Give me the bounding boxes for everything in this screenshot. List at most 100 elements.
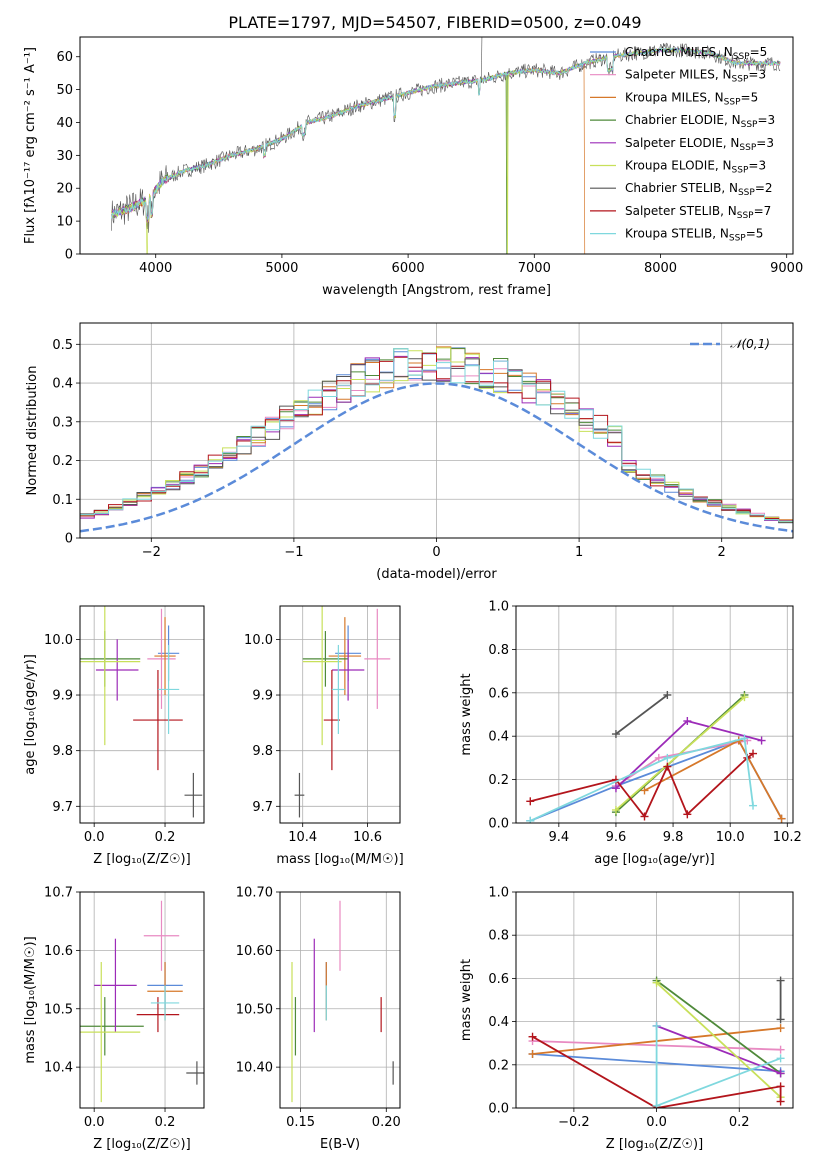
axes-frame: [515, 891, 794, 1109]
y-tick-label: 1.0: [488, 600, 509, 615]
x-axis-label: E(B-V): [320, 1137, 360, 1152]
plot-area: [80, 346, 793, 533]
x-tick-label: 10.0: [716, 830, 745, 845]
y-tick-label: 0.1: [52, 493, 73, 508]
y-axis-label: Normed distribution: [25, 366, 40, 496]
x-axis-label: Z [log₁₀(Z/Z☉)]: [93, 1137, 190, 1152]
y-tick-label: 9.7: [252, 800, 273, 815]
y-axis-label: age [log₁₀(age/yr)]: [23, 654, 38, 775]
x-tick-label: 0.0: [84, 830, 105, 845]
y-tick-label: 9.8: [252, 744, 273, 759]
y-tick-label: 10.50: [236, 1002, 273, 1017]
chart-age-vs-mass: 10.4 10.6 9.7 9.8 9.9 10.0 mass [log₁₀(M/M☉)]: [244, 605, 404, 867]
x-tick-label: 9.4: [548, 830, 569, 845]
axes-frame: [79, 36, 794, 255]
x-tick-label: 0.2: [155, 1115, 176, 1130]
charts-container: 4000 5000 6000 7000 8000 90000102030405060wav…: [23, 36, 803, 1153]
weight-line: [615, 696, 746, 811]
legend-label: Chabrier MILES, NSSP=5: [625, 45, 767, 62]
y-tick-label: 0.3: [52, 415, 73, 430]
x-tick-label: 5000: [265, 261, 298, 276]
x-axis-label: age [log₁₀(age/yr)]: [594, 852, 715, 867]
y-axis-label: mass [log₁₀(M/M☉)]: [23, 936, 38, 1063]
x-tick-label: 7000: [518, 261, 551, 276]
axes-frame: [79, 322, 794, 539]
axes-frame: [279, 891, 401, 1109]
plot-area: [528, 976, 785, 1108]
y-tick-label: 0.6: [488, 972, 509, 987]
y-axis-label: mass weight: [459, 673, 474, 755]
chart-mass-vs-EBV: 0.15 0.20 10.40 10.50 10.60 10.70 E(B-V): [236, 886, 401, 1153]
x-axis-label: Z [log₁₀(Z/Z☉)]: [606, 1137, 703, 1152]
x-tick-label: 0.2: [155, 830, 176, 845]
x-tick-label: 10.2: [773, 830, 802, 845]
weight-line: [532, 1035, 782, 1108]
x-tick-label: 10.4: [288, 830, 317, 845]
chart-mass-weight-vs-age: 9.4 9.6 9.8 10.0 10.2 0.0 0.2 0.4 0.6 0.8 1.0 age […: [459, 600, 802, 868]
x-tick-label: −1: [284, 545, 303, 560]
x-tick-label: 9.8: [663, 830, 684, 845]
plot-area: [80, 900, 204, 1103]
x-tick-label: −0.2: [558, 1115, 590, 1130]
x-tick-label: 10.6: [353, 830, 382, 845]
y-tick-label: 0: [65, 248, 73, 263]
x-axis-label: mass [log₁₀(M/M☉)]: [276, 852, 403, 867]
axes-frame: [515, 605, 794, 824]
plot-area: [294, 606, 391, 818]
x-axis-label: (data-model)/error: [376, 567, 497, 582]
y-tick-label: 0.5: [52, 338, 73, 353]
gridlines: [516, 891, 793, 1109]
legend-label: 𝒩(0,1): [730, 337, 770, 351]
x-tick-label: 1: [575, 545, 583, 560]
y-axis-label: mass weight: [459, 959, 474, 1041]
y-tick-label: 40: [56, 116, 73, 131]
spectrum-line-kroupa-stelib: [111, 47, 781, 221]
chart-mass-vs-Z: 0.0 0.2 10.4 10.5 10.6 10.7 Z [log₁₀(Z/Z☉)] mas…: [23, 886, 205, 1152]
weight-line: [529, 739, 783, 822]
x-tick-label: 9.6: [606, 830, 627, 845]
chart-age-vs-Z: 0.0 0.2 9.7 9.8 9.9 10.0 Z [log₁₀(Z/Z☉)] age [l…: [23, 605, 205, 867]
x-tick-label: 0.0: [646, 1115, 667, 1130]
y-tick-label: 9.8: [52, 744, 73, 759]
histogram-step-kroupa-stelib: [80, 348, 793, 522]
y-tick-label: 10.7: [44, 886, 73, 901]
y-tick-label: 0.0: [488, 817, 509, 832]
y-tick-label: 10: [56, 215, 73, 230]
y-tick-label: 0.8: [488, 929, 509, 944]
y-tick-label: 10.40: [236, 1061, 273, 1076]
y-tick-label: 0: [65, 532, 73, 547]
y-tick-label: 60: [56, 50, 73, 65]
y-tick-label: 0.6: [488, 686, 509, 701]
y-tick-label: 9.7: [52, 800, 73, 815]
y-tick-label: 0.4: [52, 377, 73, 392]
plot-area: [291, 900, 394, 1103]
normal-curve: [80, 382, 793, 533]
weight-line: [655, 982, 782, 1098]
y-tick-label: 0.0: [488, 1102, 509, 1117]
legend-label: Kroupa MILES, NSSP=5: [625, 90, 758, 107]
figure-title: PLATE=1797, MJD=54507, FIBERID=0500, z=0…: [228, 13, 641, 32]
plot-area: [526, 690, 786, 823]
y-tick-label: 10.6: [44, 944, 73, 959]
y-tick-label: 0.2: [488, 1058, 509, 1073]
y-tick-label: 1.0: [488, 886, 509, 901]
y-tick-label: 0.2: [52, 454, 73, 469]
gridlines: [280, 606, 400, 823]
y-tick-label: 10.4: [44, 1061, 73, 1076]
x-tick-label: 8000: [644, 261, 677, 276]
x-tick-label: 0.20: [372, 1115, 401, 1130]
y-tick-label: 9.9: [52, 689, 73, 704]
legend-label: Kroupa ELODIE, NSSP=3: [625, 159, 766, 176]
legend-label: Salpeter ELODIE, NSSP=3: [625, 136, 774, 153]
axes-frame: [79, 891, 205, 1109]
y-tick-label: 10.0: [244, 633, 273, 648]
axes-frame: [279, 605, 401, 824]
y-tick-label: 10.70: [236, 886, 273, 901]
x-tick-label: 0.0: [84, 1115, 105, 1130]
legend-label: Chabrier ELODIE, NSSP=3: [625, 113, 775, 130]
legend-label: Salpeter MILES, NSSP=3: [625, 68, 766, 85]
y-tick-label: 50: [56, 83, 73, 98]
weight-line: [615, 694, 668, 735]
y-tick-label: 0.8: [488, 643, 509, 658]
